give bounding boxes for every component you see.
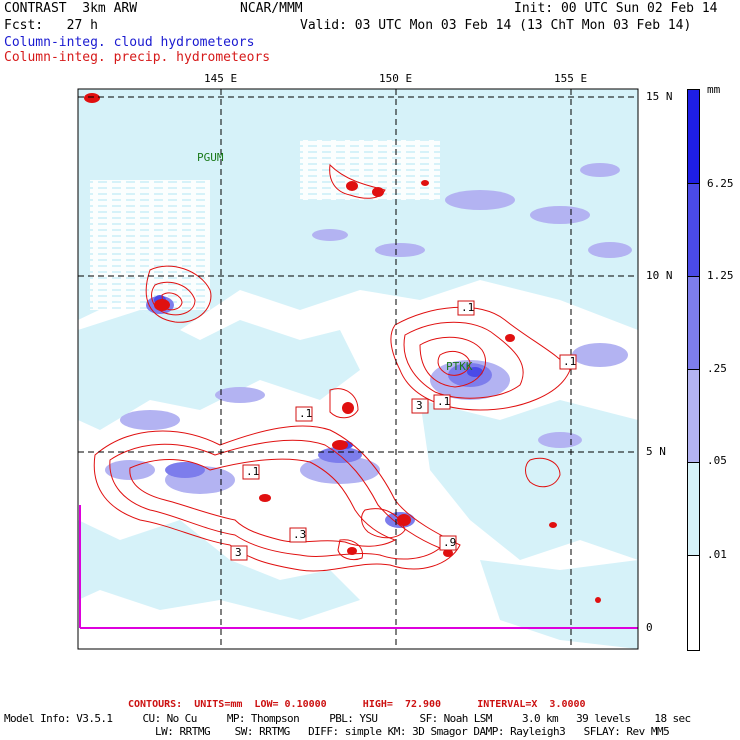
legend-level: .05	[707, 454, 727, 467]
footer-contours: CONTOURS: UNITS=mm LOW= 0.10000 HIGH= 72…	[128, 699, 586, 710]
legend-swatch	[688, 556, 699, 649]
precip-contours	[93, 163, 571, 572]
station-pgum: PGUM	[197, 151, 224, 164]
contour-label: .9	[443, 536, 457, 549]
station-ptkk: PTKK	[446, 360, 473, 373]
contour-label: .1	[437, 395, 451, 408]
legend-unit: mm	[707, 83, 721, 96]
header-title: CONTRAST 3km ARW	[4, 1, 138, 16]
contour-label: .1	[246, 465, 260, 478]
footer-model-info-2: LW: RRTMG SW: RRTMG DIFF: simple KM: 3D …	[155, 725, 670, 738]
legend-swatch	[688, 370, 699, 463]
legend-level: 1.25	[707, 269, 734, 282]
contour-label: .1	[299, 407, 313, 420]
footer-model-info-1: Model Info: V3.5.1 CU: No Cu MP: Thompso…	[4, 712, 691, 725]
legend-swatch	[688, 90, 699, 184]
precip-cores	[84, 93, 601, 603]
legend-level: 6.25	[707, 177, 734, 190]
header-cloud-label: Column-integ. cloud hydrometeors	[4, 35, 255, 50]
header-precip-label: Column-integ. precip. hydrometeors	[4, 50, 271, 65]
map-frame	[77, 88, 639, 650]
contour-label: 3	[235, 546, 242, 559]
lat-label-15n: 15 N	[646, 90, 673, 103]
legend-swatch	[688, 463, 699, 556]
contour-label: 3	[416, 399, 423, 412]
lat-label-0: 0	[646, 621, 653, 634]
header-fcst: Fcst: 27 h	[4, 18, 98, 33]
lon-label-150: 150 E	[379, 72, 413, 85]
lon-label-155: 155 E	[554, 72, 588, 85]
header-valid: Valid: 03 UTC Mon 03 Feb 14 (13 ChT Mon …	[300, 18, 692, 33]
legend-swatch	[688, 277, 699, 370]
legend-level: .01	[707, 548, 727, 561]
map-field	[78, 89, 638, 649]
lat-label-5n: 5 N	[646, 445, 666, 458]
legend-swatch	[688, 184, 699, 277]
legend-colorbar	[687, 89, 700, 651]
lon-label-145: 145 E	[204, 72, 238, 85]
header-center: NCAR/MMM	[240, 1, 303, 16]
contour-label: .3	[293, 528, 307, 541]
lat-label-10n: 10 N	[646, 269, 673, 282]
legend-level: .25	[707, 362, 727, 375]
contour-label: .1	[461, 301, 475, 314]
contour-label: .1	[563, 355, 577, 368]
header-init: Init: 00 UTC Sun 02 Feb 14	[514, 1, 718, 16]
contour-label-boxes	[230, 300, 577, 561]
